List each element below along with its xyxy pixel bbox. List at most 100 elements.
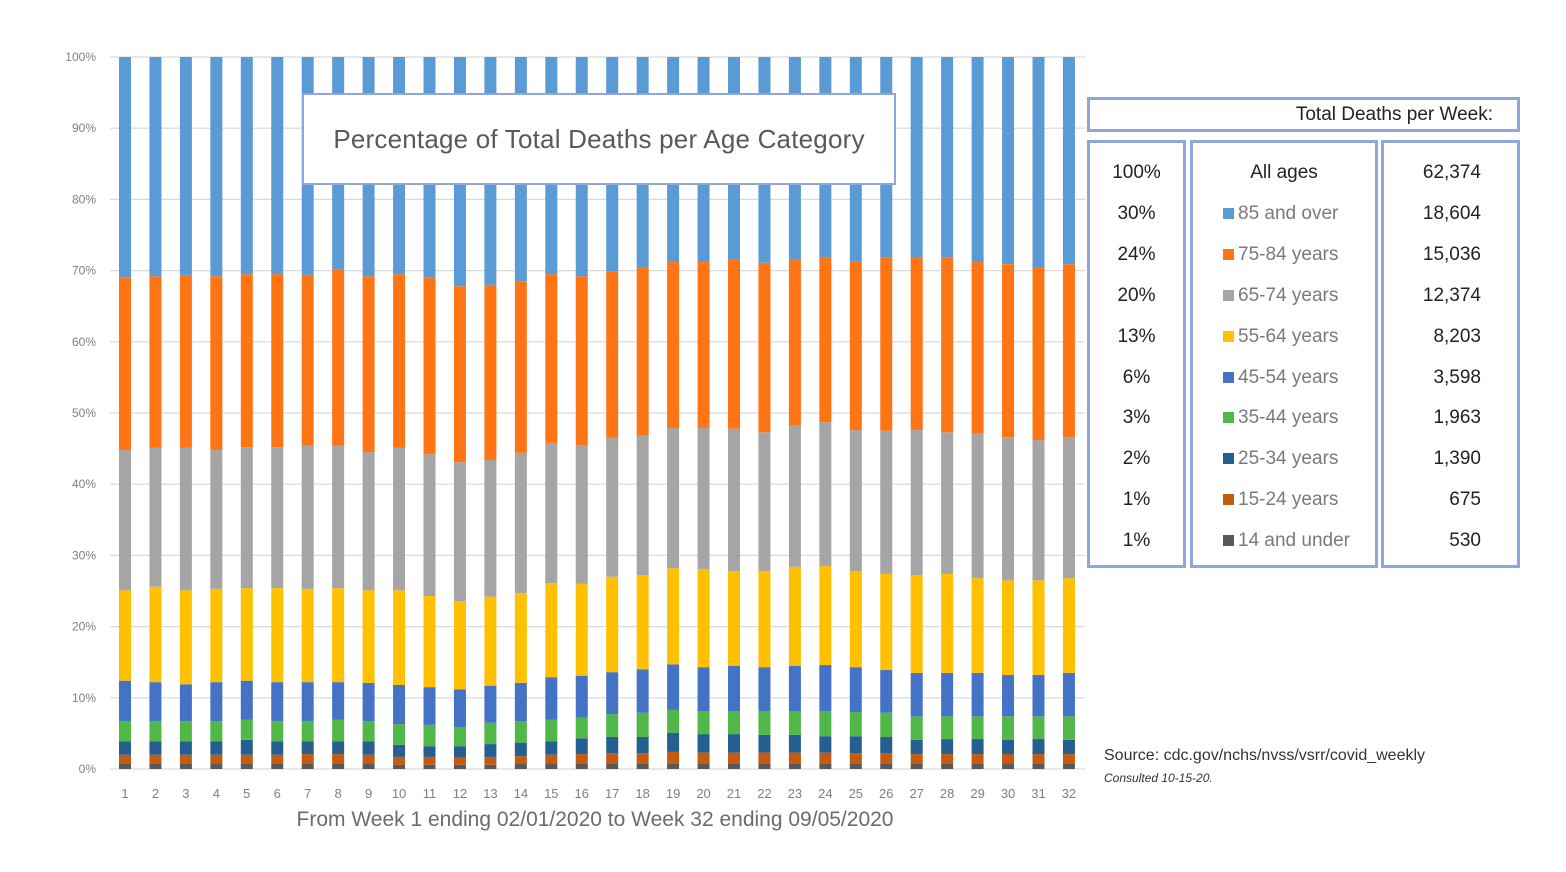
bar-segment-75-84-years <box>575 276 588 446</box>
bar-segment-14-and-under <box>728 763 740 769</box>
bar-segment-45-54-years <box>697 667 710 712</box>
bar-segment-45-54-years <box>301 682 314 722</box>
bar-segment-55-64-years <box>1062 578 1075 673</box>
bar-segment-25-34-years <box>667 732 680 752</box>
bar-segment-55-64-years <box>210 588 223 683</box>
bar-segment-25-34-years <box>453 746 466 758</box>
bar-segment-75-84-years <box>819 257 832 423</box>
legend-swatch-icon <box>1223 453 1234 465</box>
bar-segment-45-54-years <box>941 672 954 717</box>
x-tick-label: 25 <box>849 786 863 801</box>
totals-header: Total Deaths per Week: <box>1087 97 1520 132</box>
x-tick-label: 12 <box>453 786 467 801</box>
bar-segment-55-64-years <box>819 566 832 666</box>
bar-segment-14-and-under <box>880 763 893 769</box>
y-tick-label: 30% <box>72 548 96 562</box>
bar-segment-14-and-under <box>484 764 497 769</box>
legend-label: 85 and over <box>1238 202 1339 224</box>
bar-segment-55-64-years <box>758 571 771 668</box>
bar-segment-75-84-years <box>636 267 649 436</box>
bar-segment-14-and-under <box>667 763 680 769</box>
legend-swatch-icon <box>1223 289 1234 301</box>
bar-segment-25-34-years <box>971 739 984 755</box>
bar-segment-65-74-years <box>788 425 801 567</box>
bar-segment-75-84-years <box>210 276 223 451</box>
bar-segment-15-24-years <box>545 754 558 765</box>
bar-segment-65-74-years <box>393 447 406 591</box>
x-tick-label: 27 <box>909 786 923 801</box>
bar-segment-75-84-years <box>240 274 253 448</box>
bar-segment-55-64-years <box>1032 580 1045 676</box>
bar-segment-35-44-years <box>149 721 162 742</box>
table-pct-cell: 6% <box>1122 366 1151 388</box>
table-count-cell: 1,963 <box>1433 407 1481 429</box>
bar-segment-15-24-years <box>758 752 771 764</box>
bar-segment-75-84-years <box>849 261 862 431</box>
y-tick-label: 50% <box>72 406 96 420</box>
chart-title: Percentage of Total Deaths per Age Categ… <box>302 93 896 185</box>
source-note: Source: cdc.gov/nchs/nvss/vsrr/covid_wee… <box>1104 747 1426 764</box>
bar-segment-45-54-years <box>1062 672 1075 717</box>
bar-segment-75-84-years <box>758 262 771 433</box>
bar-segment-45-54-years <box>819 665 832 712</box>
bar-segment-35-44-years <box>179 721 192 742</box>
bar-segment-45-54-years <box>575 675 588 718</box>
bar-segment-65-74-years <box>545 442 558 584</box>
bar-segment-14-and-under <box>423 764 436 769</box>
bar-segment-55-64-years <box>149 586 162 683</box>
bar-segment-55-64-years <box>332 588 345 683</box>
bar-segment-55-64-years <box>240 588 253 681</box>
bar-segment-55-64-years <box>575 583 588 676</box>
bar-segment-14-and-under <box>179 764 192 769</box>
bar-segment-14-and-under <box>910 764 923 769</box>
bar-segment-15-24-years <box>514 756 527 765</box>
x-tick-label: 31 <box>1031 786 1045 801</box>
bar-segment-14-and-under <box>849 763 862 769</box>
bar-segment-85-and-over <box>971 57 984 263</box>
table-count-cell: 15,036 <box>1422 243 1481 265</box>
bar-segment-65-74-years <box>880 430 893 574</box>
bar-week-15 <box>545 57 558 769</box>
bar-segment-15-24-years <box>606 753 619 765</box>
bar-segment-14-and-under <box>240 764 253 769</box>
legend-item: 35-44 years <box>1193 403 1375 433</box>
bar-segment-45-54-years <box>849 667 862 713</box>
table-pct-cell: 100% <box>1112 162 1161 183</box>
bar-segment-25-34-years <box>514 742 527 757</box>
bar-segment-14-and-under <box>1032 764 1045 769</box>
legend-item: 55-64 years <box>1193 322 1375 352</box>
bar-segment-45-54-years <box>667 664 680 710</box>
table-pct-cell: 20% <box>1117 284 1156 306</box>
bar-segment-55-64-years <box>301 588 314 683</box>
bar-week-27 <box>910 57 923 769</box>
legend-label: 15-24 years <box>1238 489 1339 511</box>
bar-segment-55-64-years <box>423 595 436 688</box>
bar-segment-35-44-years <box>758 711 771 735</box>
bar-segment-35-44-years <box>1032 716 1045 740</box>
bar-segment-15-24-years <box>271 754 284 765</box>
bar-segment-35-44-years <box>728 711 740 735</box>
legend-item: All ages <box>1193 158 1375 188</box>
bar-segment-65-74-years <box>1062 437 1075 579</box>
bar-segment-25-34-years <box>941 739 954 755</box>
consulted-date: Consulted 10-15-20. <box>1104 771 1213 785</box>
legend-swatch-icon <box>1223 535 1234 547</box>
bar-segment-14-and-under <box>393 764 406 769</box>
table-count-cell: 12,374 <box>1422 284 1481 306</box>
bar-segment-15-24-years <box>667 751 680 764</box>
y-tick-label: 60% <box>72 335 96 349</box>
x-tick-label: 22 <box>757 786 771 801</box>
bar-segment-15-24-years <box>362 754 375 765</box>
bar-segment-55-64-years <box>788 566 801 666</box>
bar-segment-75-84-years <box>788 259 801 426</box>
bar-segment-55-64-years <box>484 596 497 686</box>
bar-segment-25-34-years <box>393 744 406 757</box>
legend-item: 65-74 years <box>1193 281 1375 311</box>
bar-segment-14-and-under <box>362 764 375 769</box>
bar-segment-75-84-years <box>1002 264 1015 438</box>
bar-segment-15-24-years <box>1062 754 1075 765</box>
bar-segment-25-34-years <box>119 741 131 755</box>
bar-segment-75-84-years <box>606 271 619 438</box>
table-pct-cell: 2% <box>1122 448 1151 470</box>
bar-segment-15-24-years <box>575 754 588 765</box>
